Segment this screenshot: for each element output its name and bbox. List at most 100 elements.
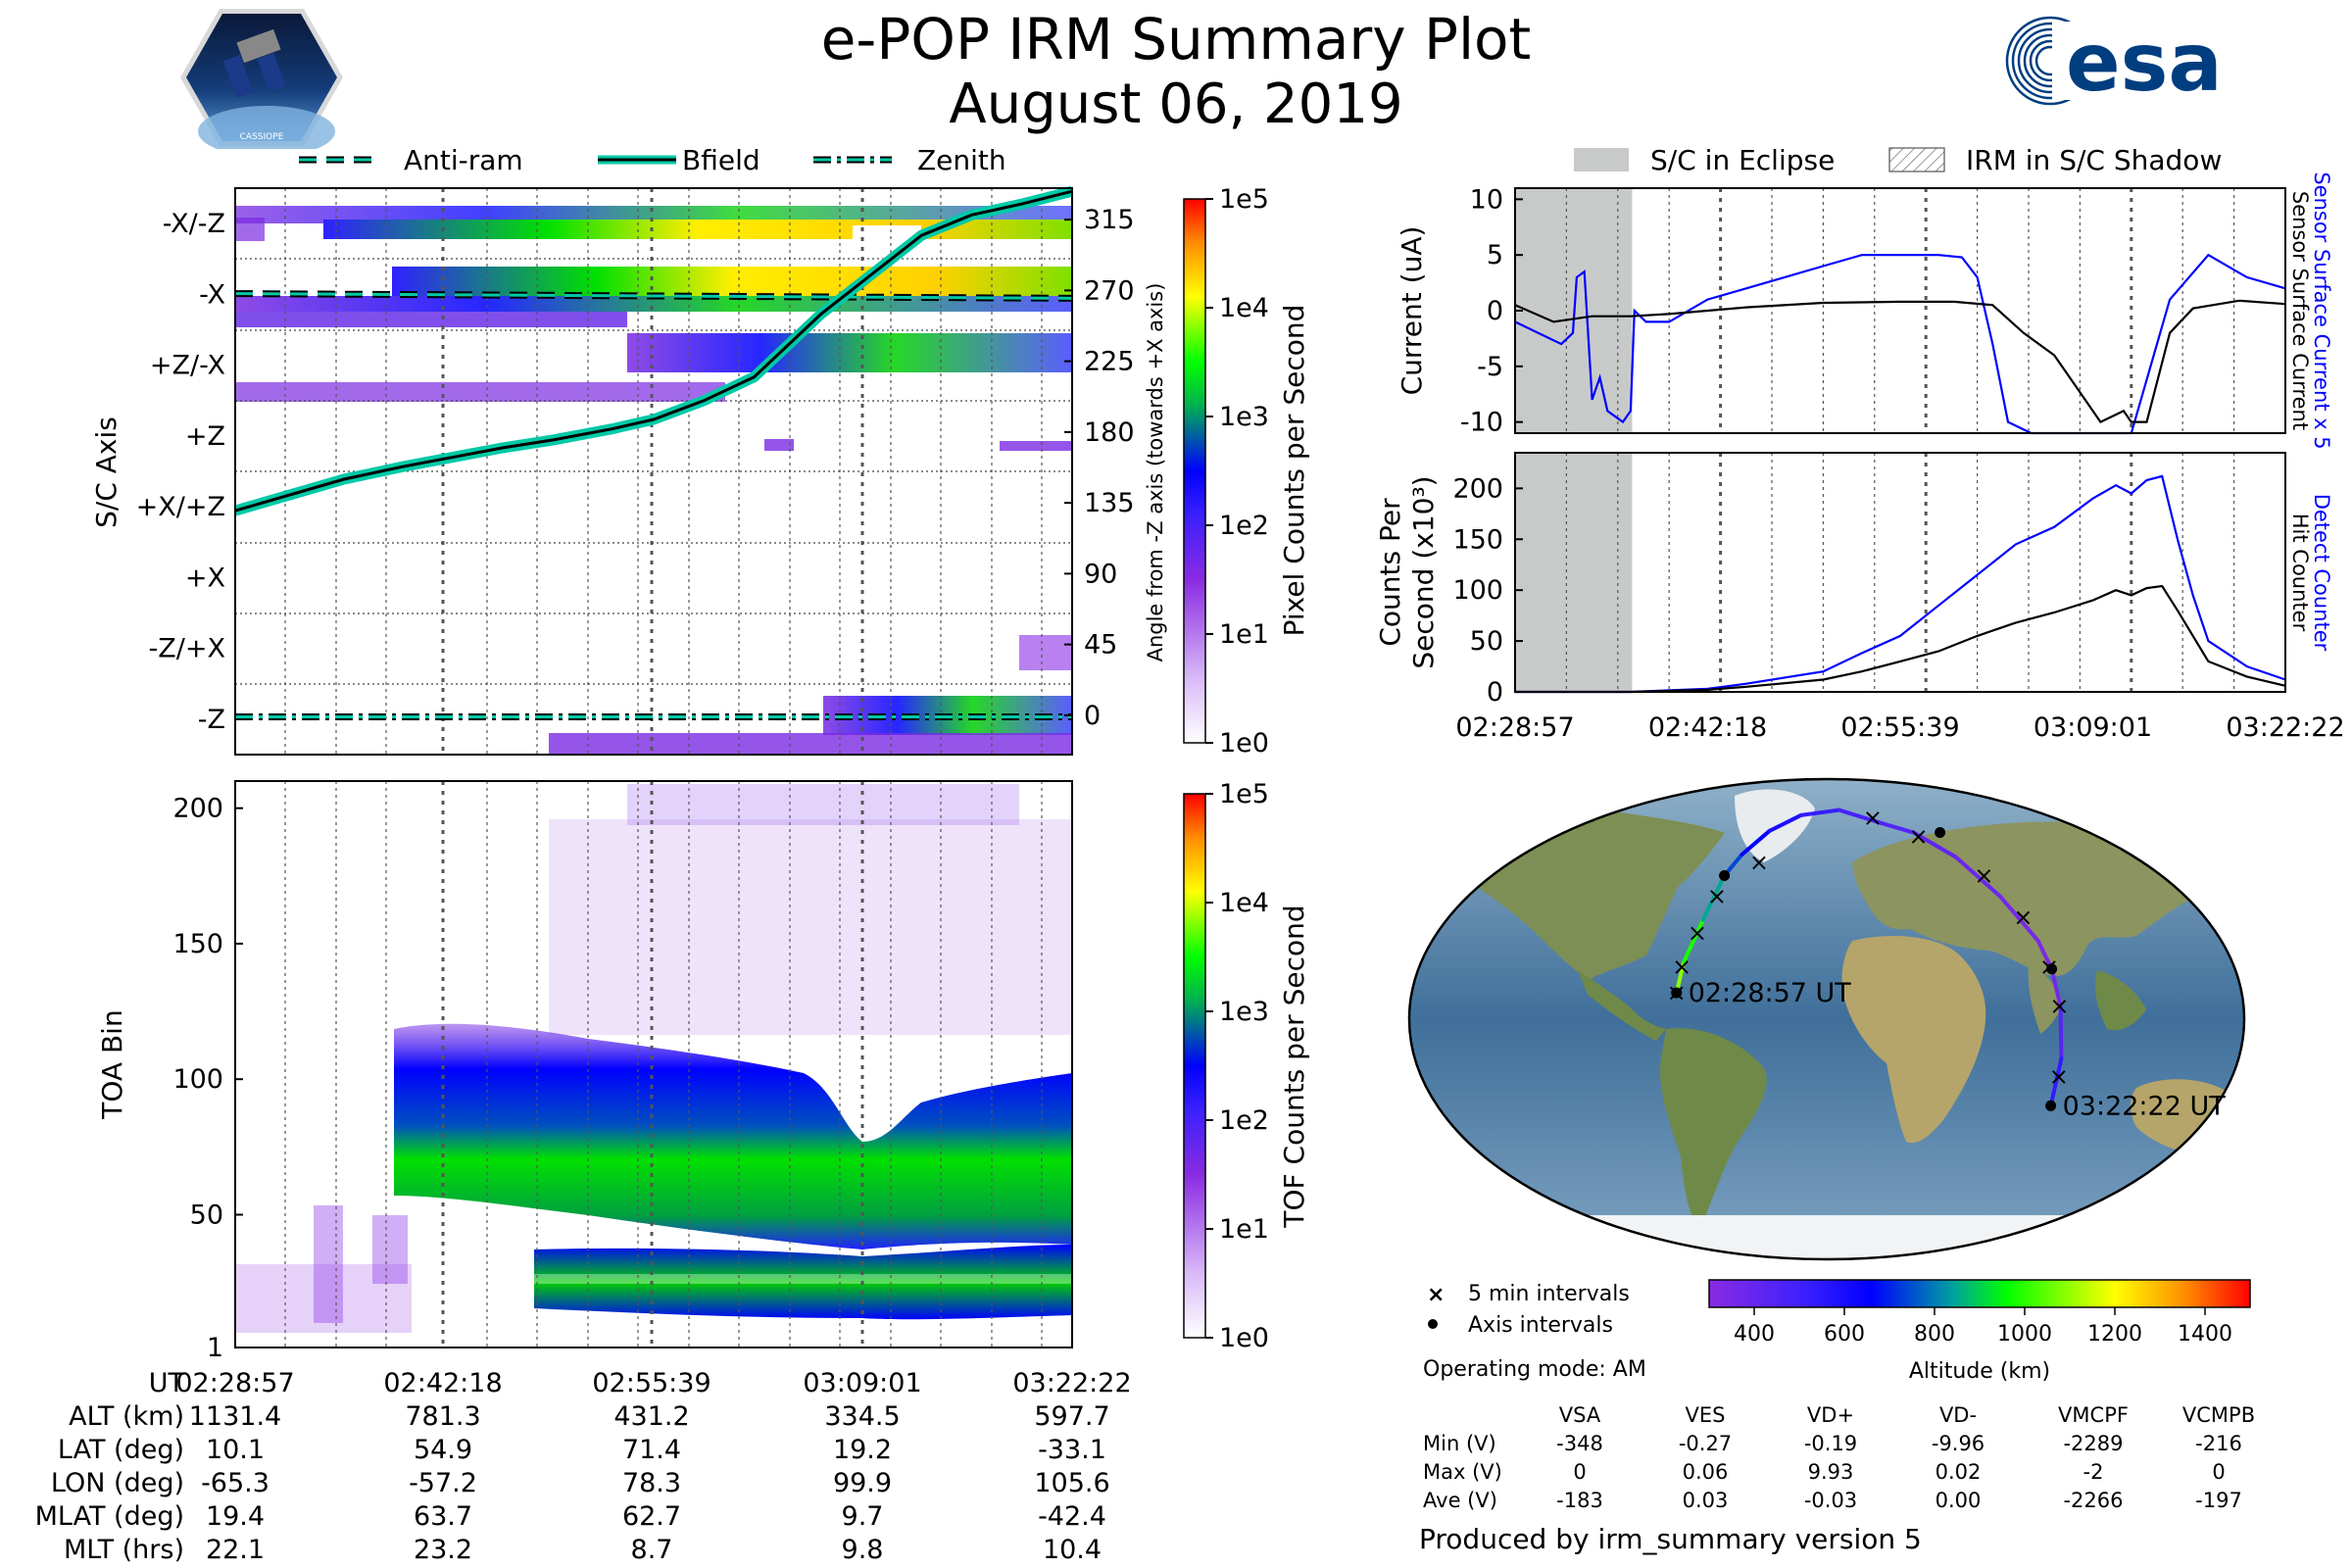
angle-tick-labels: 315 270 225 180 135 90 45 0	[1064, 205, 1135, 731]
voltage-header: VD+	[1807, 1403, 1854, 1427]
ephemeris-cell: 334.5	[824, 1401, 900, 1432]
voltage-cell: -2	[2083, 1460, 2104, 1484]
colorbar-tick-label: 1e2	[1219, 511, 1269, 541]
current-x5-line	[1514, 253, 2286, 435]
voltage-cell: 0.00	[1936, 1489, 1982, 1512]
esa-logo: esa	[1989, 12, 2283, 110]
cassiope-logo-text: CASSIOPE	[240, 132, 284, 142]
five-min-marker: ×	[2049, 1063, 2069, 1091]
tof-ylabel: TOA Bin	[96, 1009, 128, 1119]
heat-cell	[764, 439, 794, 451]
legend-antiram: Anti-ram	[404, 144, 523, 176]
ephemeris-cell: 23.2	[414, 1535, 472, 1565]
sector-label: -X/-Z	[163, 209, 225, 239]
orbit-segment	[1911, 830, 1958, 859]
orbit-segment	[1837, 808, 1884, 825]
ephemeris-row-label: MLAT (deg)	[35, 1501, 184, 1532]
tof-band-lower	[534, 1245, 1072, 1320]
angle-tick-label: 135	[1084, 488, 1135, 518]
angle-axis-label: Angle from -Z axis (towards +X axis)	[1144, 283, 1167, 662]
colorbar-tick-label: 1e3	[1219, 997, 1269, 1027]
axis-marker	[1935, 827, 1946, 839]
tof-tick-label: 200	[172, 794, 223, 824]
five-min-marker: ×	[1908, 822, 1928, 850]
ephemeris-cell: 10.1	[206, 1435, 265, 1465]
colorbar-tick-label: 1e0	[1219, 1323, 1269, 1353]
counts-right-label-blue: Detect Counter	[2310, 494, 2333, 652]
axis-marker	[2046, 963, 2058, 975]
spectrogram-legend: Anti-ram Bfield Zenith	[299, 144, 1006, 176]
y-tick-label: 0	[1487, 677, 1503, 708]
tof-band-upper	[394, 1023, 1072, 1250]
current-panel: 10 5 0 -5 -10 Current (uA) Sensor Surface Cu…	[1396, 172, 2333, 449]
ephemeris-cell: 19.2	[833, 1435, 892, 1465]
altitude-tick-label: 800	[1914, 1322, 1955, 1347]
orbit-segment	[2049, 966, 2063, 1008]
y-tick-label: 50	[1470, 626, 1503, 657]
ephemeris-cell: 02:42:18	[383, 1368, 502, 1398]
five-min-marker-icon: ×	[1427, 1283, 1445, 1307]
voltage-table: VSA VES VD+ VD- VMCPF VCMPB Min (V) -348 -0.27 -0…	[1423, 1403, 2255, 1512]
voltage-cell: -0.27	[1679, 1432, 1732, 1455]
y-tick-label: 5	[1487, 240, 1503, 270]
orbit-segment	[1767, 812, 1803, 833]
legend-bfield: Bfield	[682, 144, 760, 176]
ephemeris-row-label: MLT (hrs)	[64, 1535, 184, 1565]
heat-cell	[235, 382, 725, 402]
ephemeris-cell: 62.7	[622, 1501, 681, 1532]
counts-ylabel-2: Second (x10³)	[1407, 475, 1440, 668]
axis-marker	[2045, 1100, 2057, 1111]
esa-logo-text: esa	[2066, 17, 2223, 110]
angle-tick-label: 270	[1084, 275, 1135, 306]
pixel-spectrogram-panel: -X/-Z -X +Z/-X +Z +X/+Z +X -Z/+X -Z 315 270 225 18…	[90, 185, 1167, 756]
plot-title: e-POP IRM Summary Plot	[820, 6, 1532, 73]
voltage-cell: -9.96	[1932, 1432, 1984, 1455]
heat-cell	[235, 218, 265, 241]
voltage-cell: 0.02	[1936, 1460, 1982, 1484]
orbit-segment	[1740, 828, 1772, 857]
sector-label: +X/+Z	[136, 492, 225, 522]
x-tick-label: 02:42:18	[1648, 712, 1767, 743]
ephemeris-cell: 78.3	[622, 1468, 681, 1498]
colorbar-tick-label: 1e4	[1219, 888, 1269, 918]
angle-tick-label: 315	[1084, 205, 1135, 235]
voltage-header: VMCPF	[2058, 1403, 2129, 1427]
ephemeris-cell: 9.8	[842, 1535, 884, 1565]
pixel-ylabel: S/C Axis	[90, 416, 122, 528]
ephemeris-row-label: ALT (km)	[69, 1401, 184, 1432]
legend-axis-intervals: Axis intervals	[1468, 1313, 1613, 1338]
ephemeris-cell: 10.4	[1043, 1535, 1102, 1565]
voltage-cell: -0.03	[1804, 1489, 1857, 1512]
y-tick-label: 200	[1452, 473, 1503, 504]
tof-tick-label: 150	[172, 929, 223, 959]
ephemeris-cell: 03:22:22	[1012, 1368, 1131, 1398]
pixel-colorbar-label: Pixel Counts per Second	[1278, 305, 1310, 637]
voltage-header: VSA	[1559, 1403, 1601, 1427]
ephemeris-cell: 105.6	[1034, 1468, 1109, 1498]
ephemeris-cell: 03:09:01	[803, 1368, 921, 1398]
ephemeris-cell: -42.4	[1038, 1501, 1106, 1532]
ephemeris-cell: 9.7	[842, 1501, 884, 1532]
detect-counter-line	[1515, 474, 2286, 694]
five-min-marker: ×	[1974, 861, 1993, 889]
hit-counter-line	[1515, 584, 2286, 694]
orbit-map: ×××××××××××× 02:28:57 UT 03:22:22 UT	[1407, 777, 2246, 1261]
colorbar-tick-label: 1e5	[1219, 779, 1269, 809]
five-min-marker: ×	[1672, 954, 1691, 981]
y-tick-label: 0	[1487, 296, 1503, 326]
heat-cell	[235, 312, 627, 327]
angle-tick-label: 90	[1084, 559, 1117, 589]
ephemeris-row-label: UT	[149, 1368, 185, 1398]
ephemeris-cell: 431.2	[613, 1401, 689, 1432]
angle-tick-label: 180	[1084, 417, 1135, 448]
heat-cell	[1000, 441, 1072, 451]
sector-label: -X	[199, 279, 225, 310]
tof-colorbar: 1e5 1e4 1e3 1e2 1e1 1e0 TOF Counts per Second	[1183, 779, 1310, 1353]
ephemeris-cell: 8.7	[631, 1535, 673, 1565]
angle-tick-label: 0	[1084, 701, 1101, 731]
map-legend: × 5 min intervals Axis intervals	[1427, 1282, 1630, 1338]
colorbar-tick-label: 1e3	[1219, 402, 1269, 432]
operating-mode: Operating mode: AM	[1423, 1357, 1646, 1382]
sector-label: -Z	[198, 705, 225, 735]
